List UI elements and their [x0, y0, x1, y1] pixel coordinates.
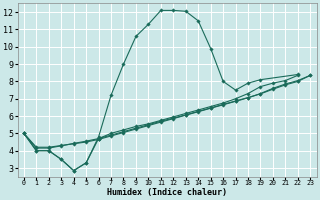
- X-axis label: Humidex (Indice chaleur): Humidex (Indice chaleur): [107, 188, 227, 197]
